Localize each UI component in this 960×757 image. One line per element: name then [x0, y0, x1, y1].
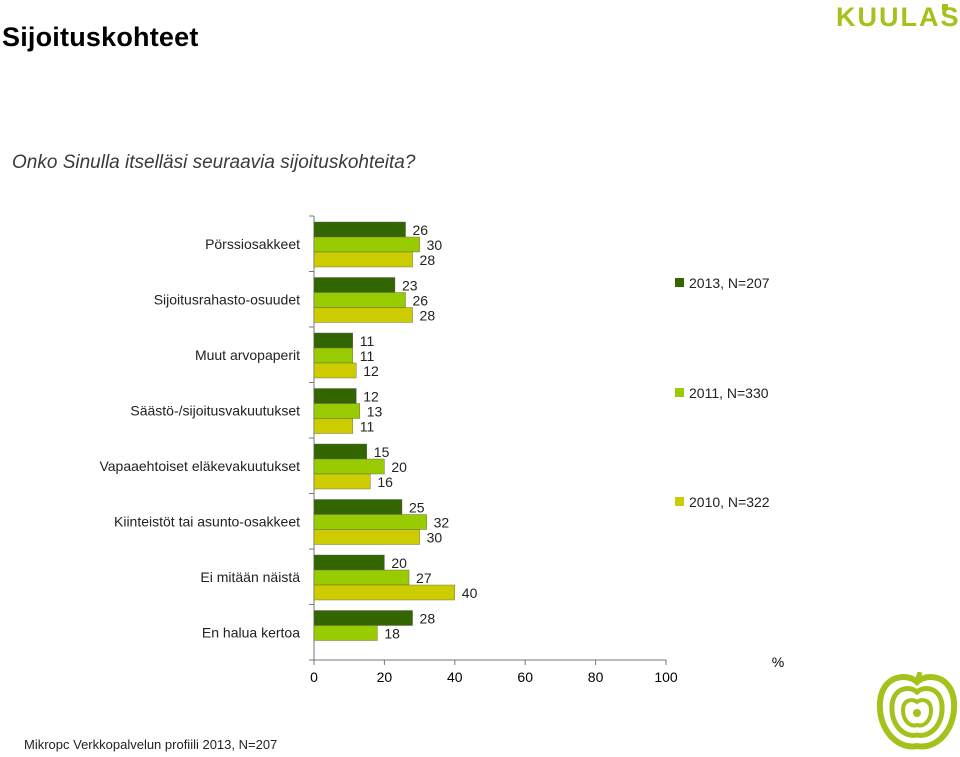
survey-question: Onko Sinulla itselläsi seuraavia sijoitu…	[12, 152, 416, 173]
category-label: Muut arvopaperit	[195, 347, 300, 363]
value-label: 12	[363, 363, 379, 379]
bar	[313, 554, 385, 571]
value-label: 25	[409, 500, 425, 516]
kuulas-apple-icon	[876, 671, 958, 757]
value-label: 18	[384, 626, 400, 642]
bar	[313, 473, 371, 490]
footer-source: Mikropc Verkkopalvelun profiili 2013, N=…	[24, 737, 278, 752]
bar	[313, 403, 360, 419]
value-label: 13	[367, 404, 383, 420]
value-label: 20	[391, 555, 407, 571]
value-label: 32	[434, 515, 450, 531]
category-label: Kiinteistöt tai asunto-osakkeet	[114, 513, 300, 529]
value-label: 28	[420, 611, 436, 627]
value-label: 11	[360, 419, 375, 435]
bar	[313, 307, 413, 323]
bar	[313, 332, 353, 349]
bar	[313, 610, 413, 626]
category-label: Sijoitusrahasto-osuudet	[154, 291, 300, 307]
bar	[313, 499, 403, 515]
bar	[313, 221, 406, 238]
bar	[313, 458, 385, 475]
value-label: 12	[363, 389, 379, 405]
value-label: 11	[360, 348, 375, 364]
bar	[313, 362, 357, 379]
value-label: 26	[413, 222, 429, 238]
page-title: Sijoituskohteet	[2, 22, 199, 52]
value-label: 20	[391, 459, 407, 475]
legend-swatch	[675, 388, 684, 397]
kuulas-logo: KUULAS	[836, 2, 960, 32]
bar	[313, 569, 410, 586]
logo-dot-icon	[942, 4, 948, 10]
category-label: Ei mitään näistä	[200, 569, 300, 585]
value-label: 27	[416, 570, 432, 586]
value-label: 11	[360, 333, 375, 349]
bar	[313, 236, 420, 253]
bar	[313, 625, 378, 641]
category-label: Säästö-/sijoitusvakuutukset	[130, 402, 300, 418]
value-label: 26	[413, 293, 429, 309]
legend-label: 2010, N=322	[689, 494, 770, 510]
x-tick-label: 80	[588, 669, 604, 685]
value-label: 30	[427, 530, 443, 546]
legend-swatch	[675, 278, 684, 287]
value-label: 28	[420, 252, 436, 268]
value-label: 40	[462, 585, 478, 601]
legend-label: 2013, N=207	[689, 275, 770, 291]
x-tick-label: 20	[377, 669, 393, 685]
bar	[313, 277, 396, 293]
value-label: 16	[377, 474, 393, 490]
bar	[313, 292, 406, 308]
x-tick-label: 100	[654, 669, 678, 685]
value-label: 23	[402, 278, 418, 294]
bar	[313, 514, 427, 530]
x-axis-unit-label: %	[772, 654, 784, 670]
legend-label: 2011, N=330	[689, 385, 769, 401]
bar	[313, 347, 353, 364]
x-tick-label: 40	[447, 669, 463, 685]
x-tick-label: 60	[517, 669, 533, 685]
bar	[313, 529, 420, 545]
bar	[313, 443, 367, 460]
bar	[313, 388, 357, 404]
value-label: 15	[374, 444, 390, 460]
bar	[313, 251, 413, 268]
legend-swatch	[675, 497, 684, 506]
bar	[313, 418, 353, 434]
value-label: 28	[420, 308, 436, 324]
category-label: Pörssiosakkeet	[205, 236, 300, 252]
category-label: Vapaaehtoiset eläkevakuutukset	[99, 458, 300, 474]
value-label: 30	[427, 237, 443, 253]
category-label: En halua kertoa	[202, 624, 300, 640]
bar	[313, 584, 456, 601]
x-tick-label: 0	[310, 669, 318, 685]
